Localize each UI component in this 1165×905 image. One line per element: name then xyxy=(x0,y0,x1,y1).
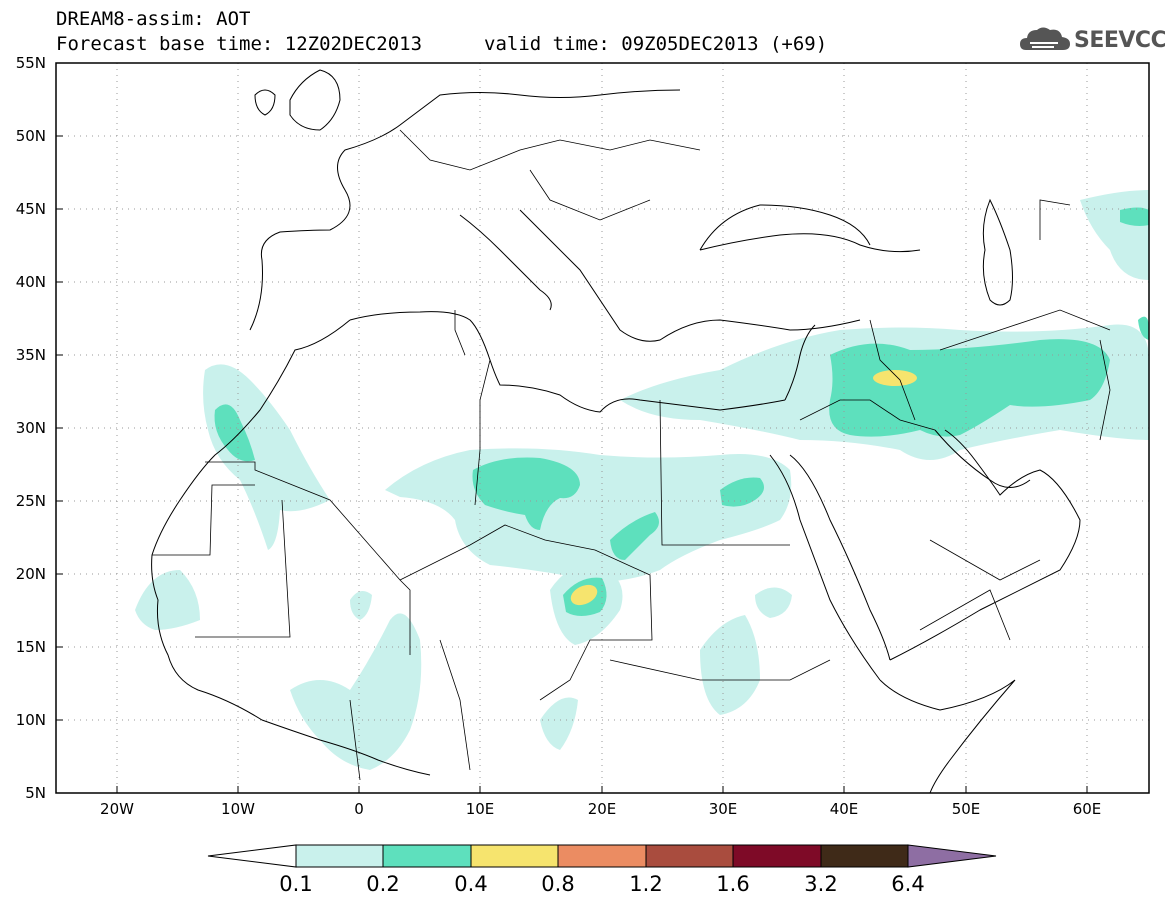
lat-label-30n: 30N xyxy=(15,419,46,437)
colorbar-bin-3 xyxy=(470,844,559,868)
lat-label-10n: 10N xyxy=(15,711,46,729)
colorbar-label-0.4: 0.4 xyxy=(454,872,488,896)
cloud-icon xyxy=(1020,27,1070,50)
colorbar-label-6.4: 6.4 xyxy=(891,872,925,896)
colorbar-bin-4 xyxy=(557,844,647,868)
forecast-base-time: Forecast base time: 12Z02DEC2013 xyxy=(56,33,423,55)
lon-label-20e: 20E xyxy=(587,800,617,818)
lon-label-40e: 40E xyxy=(829,800,859,818)
aot-light-contours xyxy=(135,190,1149,770)
colorbar-label-0.1: 0.1 xyxy=(279,872,313,896)
lat-label-25n: 25N xyxy=(15,492,46,510)
country-borders xyxy=(152,129,1111,781)
coastlines xyxy=(151,69,1081,793)
graticule xyxy=(56,63,1149,793)
colorbar xyxy=(207,844,997,868)
colorbar-bin-7 xyxy=(820,844,909,868)
lon-label-30e: 30E xyxy=(708,800,738,818)
lat-label-50n: 50N xyxy=(15,127,46,145)
logo-text: SEEVCCC xyxy=(1074,28,1165,53)
lon-label-50e: 50E xyxy=(951,800,981,818)
axis-ticks xyxy=(56,135,1088,793)
colorbar-bin-6 xyxy=(732,844,822,868)
colorbar-label-0.8: 0.8 xyxy=(541,872,575,896)
colorbar-bin-1 xyxy=(295,844,384,868)
lon-label-20w: 20W xyxy=(100,800,134,818)
colorbar-label-3.2: 3.2 xyxy=(804,872,838,896)
lat-label-15n: 15N xyxy=(15,638,46,656)
lat-label-20n: 20N xyxy=(15,565,46,583)
lat-label-40n: 40N xyxy=(15,273,46,291)
lon-label-0: 0 xyxy=(354,800,364,818)
colorbar-bin-2 xyxy=(382,844,472,868)
colorbar-label-1.6: 1.6 xyxy=(716,872,750,896)
valid-time: valid time: 09Z05DEC2013 (+69) xyxy=(484,33,828,55)
lon-label-10e: 10E xyxy=(465,800,495,818)
aot-high-contours xyxy=(570,370,917,606)
colorbar-min-arrow xyxy=(207,844,297,868)
lat-label-35n: 35N xyxy=(15,346,46,364)
seevccc-logo: SEEVCCC xyxy=(1018,22,1165,58)
lon-label-60e: 60E xyxy=(1072,800,1102,818)
map-title: DREAM8-assim: AOT xyxy=(56,8,251,30)
lat-label-45n: 45N xyxy=(15,200,46,218)
lon-label-10w: 10W xyxy=(221,800,255,818)
colorbar-max-arrow xyxy=(907,844,997,868)
aot-medium-contours xyxy=(214,207,1149,616)
colorbar-label-1.2: 1.2 xyxy=(629,872,663,896)
lat-label-5n: 5N xyxy=(25,784,46,802)
colorbar-bin-5 xyxy=(645,844,734,868)
lat-label-55n: 55N xyxy=(15,54,46,72)
colorbar-label-0.2: 0.2 xyxy=(366,872,400,896)
